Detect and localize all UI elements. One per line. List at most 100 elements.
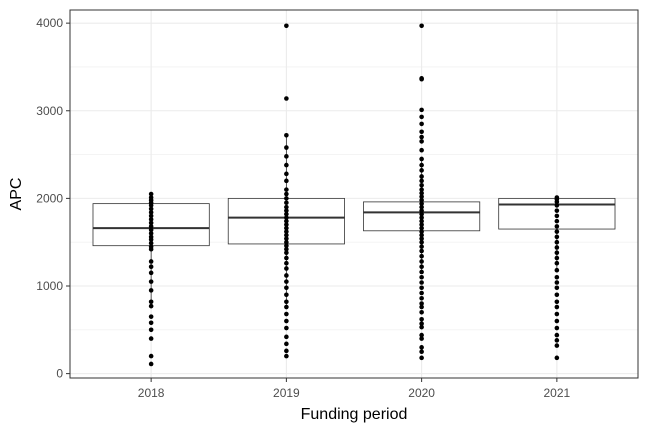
data-point [554,325,560,331]
data-point [148,213,154,219]
data-point [284,292,289,298]
data-point [284,311,289,317]
data-point [419,222,424,227]
data-point [148,195,154,200]
data-point [284,353,289,359]
data-point [554,292,560,298]
data-point [419,239,424,245]
data-point [419,218,424,224]
y-tick-label: 3000 [36,104,63,118]
data-point [419,174,424,179]
y-tick-label: 1000 [36,279,63,293]
data-point [148,191,154,197]
data-point [148,231,154,236]
data-point [284,255,289,261]
data-point [419,182,424,188]
data-point [419,114,424,120]
data-point [148,361,154,367]
data-point [148,227,154,233]
data-point [419,316,424,322]
data-point [554,250,560,256]
data-point [419,269,424,275]
data-point [284,318,289,324]
data-point [554,332,560,338]
data-point [554,203,560,208]
x-axis-title: Funding period [301,406,408,423]
data-point [284,187,289,192]
data-point [554,255,560,261]
data-point [419,248,424,254]
data-point [148,327,154,333]
y-axis-title: APC [8,178,25,211]
data-point [554,311,560,317]
y-tick-label: 4000 [36,16,63,30]
data-point [419,156,424,162]
data-point [419,225,424,231]
data-point [148,217,154,222]
data-point [554,234,560,240]
data-point [554,208,560,213]
data-point [284,285,289,291]
x-tick-label: 2018 [138,386,165,400]
data-point [419,309,424,315]
data-point [284,208,289,213]
data-point [419,208,424,213]
data-point [554,229,560,234]
data-point [419,336,424,341]
data-point [148,303,154,309]
data-point [419,23,424,29]
data-point [419,197,424,203]
data-point [284,145,289,150]
data-point [554,318,560,324]
data-point [419,76,424,81]
data-point [554,224,560,229]
data-point [419,301,424,306]
data-point [419,324,424,330]
data-point [284,325,289,331]
y-axis: 0 1000 2000 3000 4000 [36,16,70,381]
data-point [148,259,154,264]
x-axis: 2018 2019 2020 2021 [138,378,571,400]
data-point [419,264,424,270]
data-point [419,162,424,168]
data-point [419,139,424,144]
data-point [284,196,289,201]
data-point [284,225,289,231]
data-point [148,270,154,276]
data-point [284,218,289,224]
data-point [419,121,424,127]
data-point [148,244,154,249]
data-point [284,279,289,284]
data-point [554,304,560,310]
data-point [148,206,154,212]
data-point [284,273,289,278]
data-point [284,341,289,347]
data-point [284,334,289,340]
data-point [284,243,289,248]
data-point [419,290,424,296]
data-point [284,246,289,252]
data-point [419,259,424,264]
data-point [284,211,289,217]
data-point [419,304,424,310]
data-point [419,201,424,206]
data-point [148,314,154,319]
data-point [419,253,424,259]
data-point [284,204,289,210]
data-point [284,348,289,354]
data-point [284,132,289,138]
data-point [419,211,424,217]
data-point [554,260,560,266]
data-point [554,280,560,285]
data-point [419,147,424,153]
data-point [284,215,289,220]
data-point [554,274,560,280]
data-point [284,96,289,101]
x-tick-label: 2021 [544,386,571,400]
data-point [554,195,560,200]
data-point [284,200,289,206]
data-point [419,232,424,238]
data-point [554,343,560,348]
x-tick-label: 2019 [273,386,300,400]
